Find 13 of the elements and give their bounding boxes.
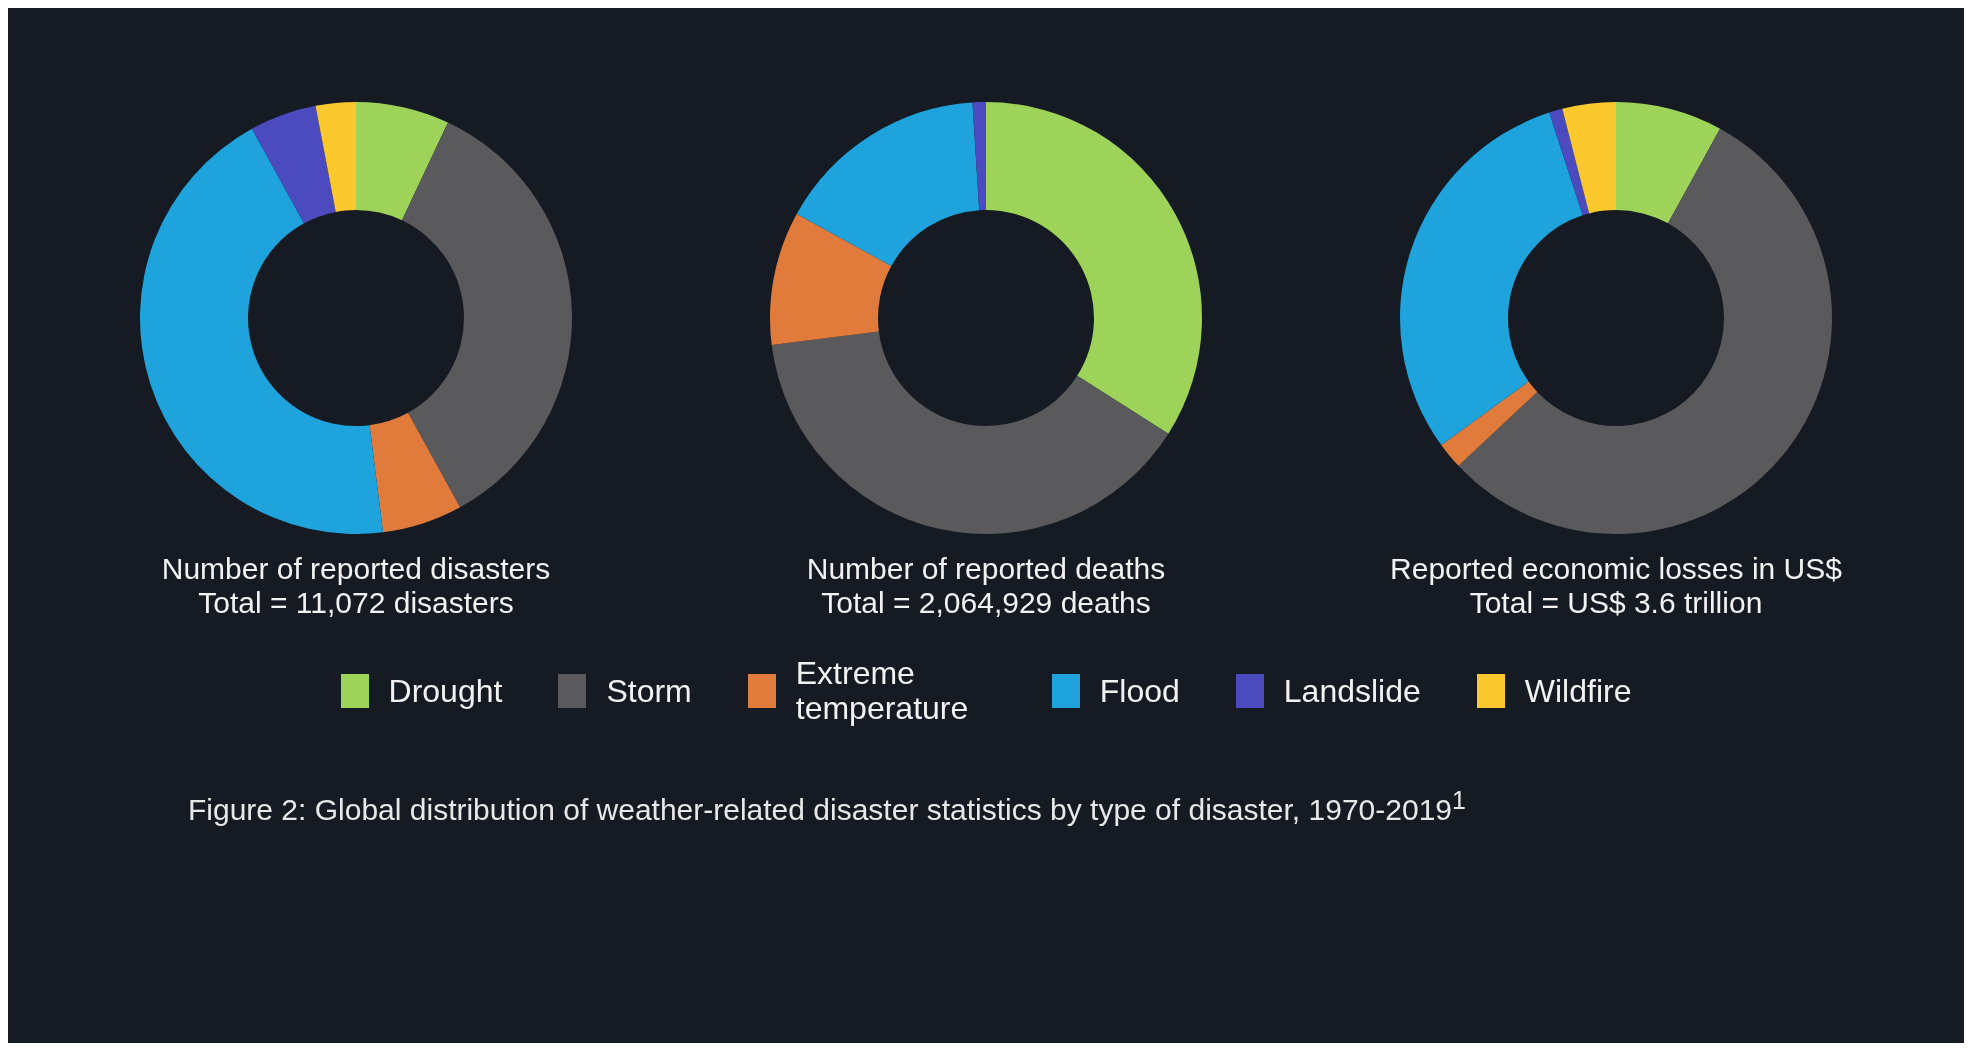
legend-label: Storm [606, 672, 692, 709]
slice-label: Number of reported deaths [806, 552, 1166, 586]
slice-label: Number of reported disasters [161, 552, 551, 586]
slice-label: Reported economic losses in US$ [1390, 552, 1842, 586]
legend-label: Wildfire [1524, 672, 1632, 709]
text: Total = 11,072 disasters [198, 586, 514, 620]
legend-label: Extreme temperature [795, 655, 970, 727]
text: Total = US$ 3.6 trillion [1469, 586, 1763, 620]
caption: Figure 2: Global distribution of weather-related disaster statistics by type of disaster, 1970-2019$^{1}$ [188, 786, 1467, 828]
legend-label: Drought [388, 672, 503, 709]
legend-label: Flood [1099, 672, 1180, 709]
legend-label: Landslide [1283, 672, 1421, 709]
text: Total = 2,064,929 deaths [821, 586, 1151, 620]
